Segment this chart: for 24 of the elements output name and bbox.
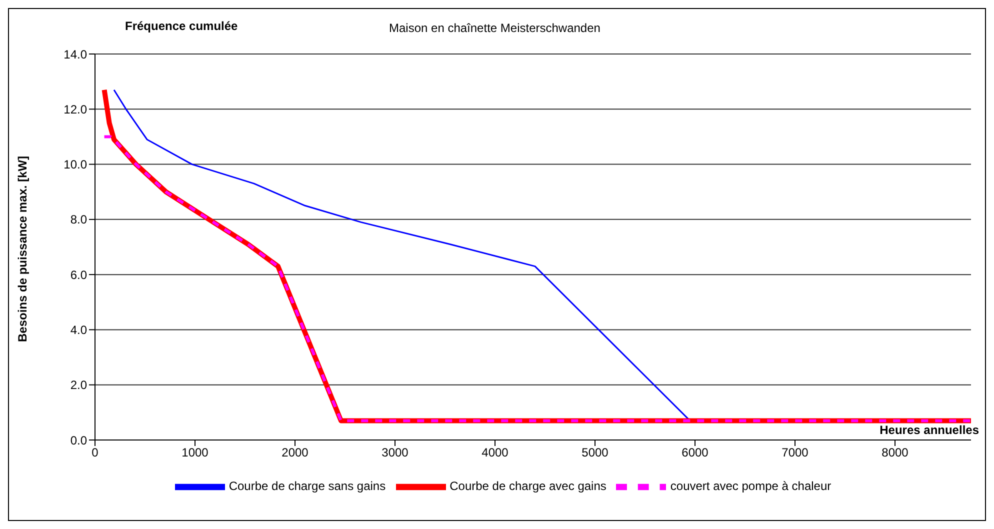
x-tick-label: 5000 [582,446,609,460]
x-tick-label: 6000 [682,446,709,460]
y-tick-label: 0.0 [70,433,88,448]
y-axis-title: Besoins de puissance max. [kW] [15,156,30,342]
x-tick-label: 7000 [782,446,809,460]
legend-label: Courbe de charge avec gains [450,479,606,494]
x-tick-label: 4000 [482,446,509,460]
y-tick-label: 2.0 [70,378,88,392]
chart-title: Maison en chaînette Meisterschwanden [389,21,600,35]
x-tick-label: 8000 [882,446,909,460]
y-tick-label: 14.0 [64,47,88,62]
y-tick-label: 12.0 [64,102,88,116]
x-axis-title: Heures annuelles [880,423,979,437]
legend-label: Courbe de charge sans gains [228,479,386,494]
y-tick-label: 4.0 [70,322,88,337]
x-tick-label: 3000 [382,446,409,460]
x-tick-label: 0 [92,446,99,460]
text: Fréquence cumulée [125,19,238,33]
y-tick-label: 6.0 [70,268,88,282]
x-tick-label: 2000 [282,446,309,460]
legend-label: couvert avec pompe à chaleur [670,479,832,494]
x-tick-label: 1000 [182,446,209,460]
y-tick-label: 8.0 [70,212,88,227]
y-tick-label: 10.0 [64,158,88,172]
